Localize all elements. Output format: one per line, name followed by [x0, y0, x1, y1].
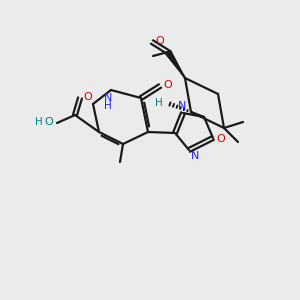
- Polygon shape: [166, 50, 185, 78]
- Text: N: N: [104, 93, 112, 103]
- Text: H: H: [35, 117, 43, 127]
- Text: H: H: [155, 98, 163, 108]
- Text: N: N: [191, 151, 199, 161]
- Text: N: N: [178, 101, 186, 111]
- Text: O: O: [156, 36, 164, 46]
- Text: O: O: [84, 92, 92, 102]
- Text: O: O: [164, 80, 172, 90]
- Text: O: O: [45, 117, 53, 127]
- Text: H: H: [104, 101, 112, 111]
- Text: O: O: [217, 134, 225, 144]
